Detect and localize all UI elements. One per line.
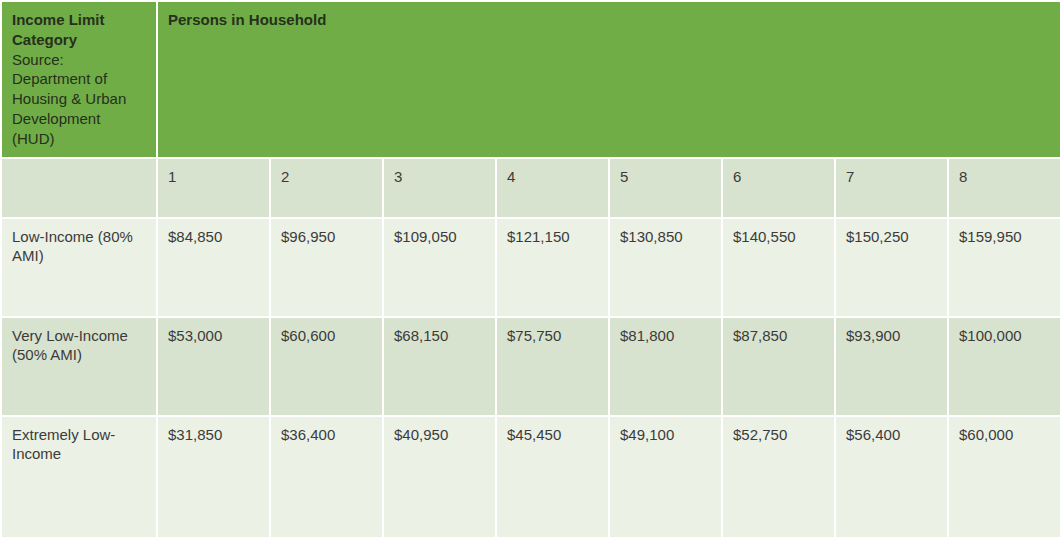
table-cell: $75,750 [496,317,609,416]
column-header-cell: 3 [383,158,496,218]
table-cell: $121,150 [496,218,609,317]
table-cell: $96,950 [270,218,383,317]
table-cell: $150,250 [835,218,948,317]
table-cell: $81,800 [609,317,722,416]
table-cell: $36,400 [270,416,383,537]
table-cell: $100,000 [948,317,1061,416]
column-header-cell: 2 [270,158,383,218]
table-cell: $56,400 [835,416,948,537]
income-limits-table: Income Limit Category Source: Department… [0,0,1062,537]
income-limits-table-container: Income Limit Category Source: Department… [0,0,1062,537]
table-cell: $130,850 [609,218,722,317]
column-header-cell: 1 [157,158,270,218]
table-cell: $60,600 [270,317,383,416]
table-cell: $68,150 [383,317,496,416]
column-header-cell: 4 [496,158,609,218]
table-cell: $87,850 [722,317,835,416]
table-cell: $52,750 [722,416,835,537]
group-header-cell: Persons in Household [157,1,1061,158]
table-row-extremely-low-income: Extremely Low-Income $31,850 $36,400 $40… [1,416,1061,537]
table-cell: $40,950 [383,416,496,537]
table-cell: $159,950 [948,218,1061,317]
corner-header-cell: Income Limit Category Source: Department… [1,1,157,158]
column-header-cell: 5 [609,158,722,218]
row-header-cell: Extremely Low-Income [1,416,157,537]
corner-header-title: Income Limit Category [12,10,144,50]
column-header-cell: 6 [722,158,835,218]
table-cell: $60,000 [948,416,1061,537]
table-cell: $31,850 [157,416,270,537]
table-cell: $140,550 [722,218,835,317]
table-header-row: Income Limit Category Source: Department… [1,1,1061,158]
row-header-cell: Low-Income (80% AMI) [1,218,157,317]
table-cell: $84,850 [157,218,270,317]
table-cell: $93,900 [835,317,948,416]
row-header-cell: Very Low-Income (50% AMI) [1,317,157,416]
corner-header-subtitle: Source: Department of Housing & Urban De… [12,50,144,149]
table-cell: $109,050 [383,218,496,317]
table-row-very-low-income: Very Low-Income (50% AMI) $53,000 $60,60… [1,317,1061,416]
column-header-spacer-cell [1,158,157,218]
table-cell: $53,000 [157,317,270,416]
table-cell: $45,450 [496,416,609,537]
table-cell: $49,100 [609,416,722,537]
group-header-label: Persons in Household [168,11,326,28]
column-header-cell: 7 [835,158,948,218]
column-header-row: 1 2 3 4 5 6 7 8 [1,158,1061,218]
column-header-cell: 8 [948,158,1061,218]
table-row-low-income: Low-Income (80% AMI) $84,850 $96,950 $10… [1,218,1061,317]
